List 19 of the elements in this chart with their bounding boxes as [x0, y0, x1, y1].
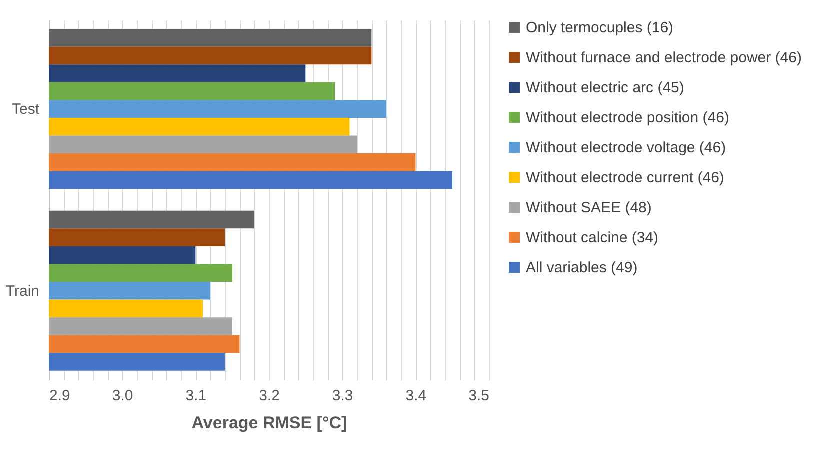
y-tick-label: Test [12, 101, 40, 118]
legend-label: Without electrode voltage (46) [526, 140, 726, 156]
x-tick-label: 3.3 [332, 388, 354, 404]
legend-label: All variables (49) [526, 260, 638, 276]
legend-label: Without electric arc (45) [526, 80, 684, 96]
legend-label: Only termocuples (16) [526, 20, 674, 36]
legend-label: Without calcine (34) [526, 230, 659, 246]
x-tick-label: 3.4 [406, 388, 427, 404]
legend-label: Without furnace and electrode power (46) [526, 50, 802, 66]
x-tick-label: 3.1 [186, 388, 207, 404]
x-tick-label: 2.9 [50, 388, 70, 404]
x-tick-label: 3.2 [259, 388, 280, 404]
x-tick-label: 3.0 [112, 388, 134, 404]
legend-label: Without SAEE (48) [526, 200, 652, 216]
legend-label: Without electrode current (46) [526, 170, 724, 186]
legend-label: Without electrode position (46) [526, 110, 730, 126]
x-tick-label: 3.5 [468, 388, 490, 404]
x-axis-title: Average RMSE [°C] [192, 414, 348, 432]
y-tick-label: Train [6, 282, 40, 300]
